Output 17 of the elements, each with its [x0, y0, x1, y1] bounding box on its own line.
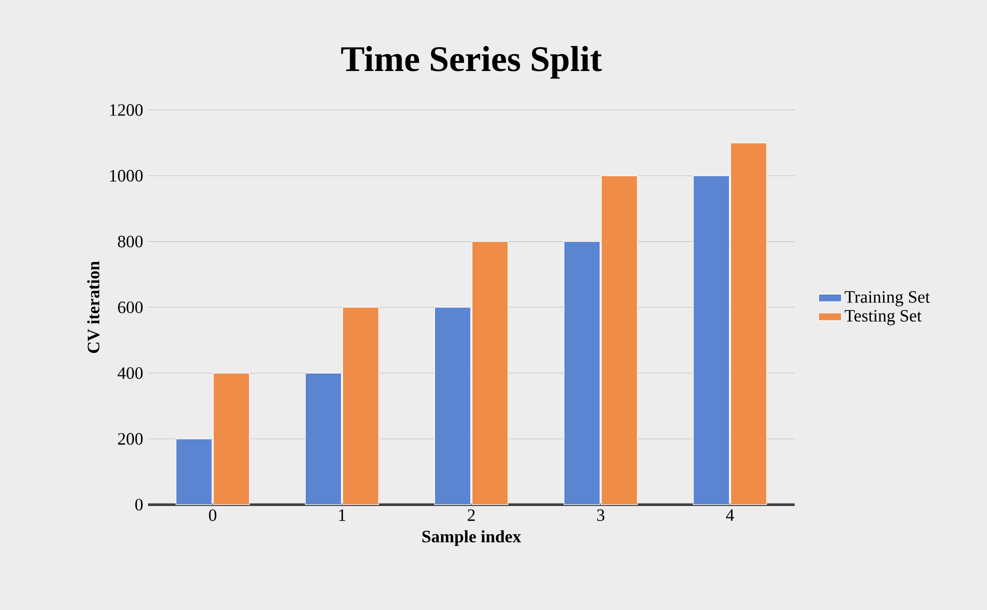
- y-tick-label: 1200: [110, 104, 143, 116]
- legend-label: Training Set: [844, 291, 930, 306]
- x-tick-label: 3: [597, 509, 604, 522]
- x-tick-label: 4: [726, 509, 734, 521]
- y-tick-label: 400: [118, 367, 143, 379]
- legend-label: Testing Set: [844, 310, 922, 326]
- x-axis-title: Sample index: [422, 530, 522, 546]
- y-tick-label: 0: [135, 498, 143, 511]
- chart-title: Time Series Split: [341, 46, 602, 79]
- x-tick-label: 0: [209, 509, 216, 522]
- x-tick-label: 1: [339, 509, 346, 521]
- y-tick-label: 200: [118, 433, 143, 445]
- y-tick-label: 600: [118, 301, 143, 314]
- y-axis-title: CV iteration: [87, 261, 100, 353]
- y-tick-label: 1000: [110, 170, 143, 182]
- y-tick-label: 800: [118, 236, 143, 248]
- x-tick-label: 2: [468, 509, 475, 521]
